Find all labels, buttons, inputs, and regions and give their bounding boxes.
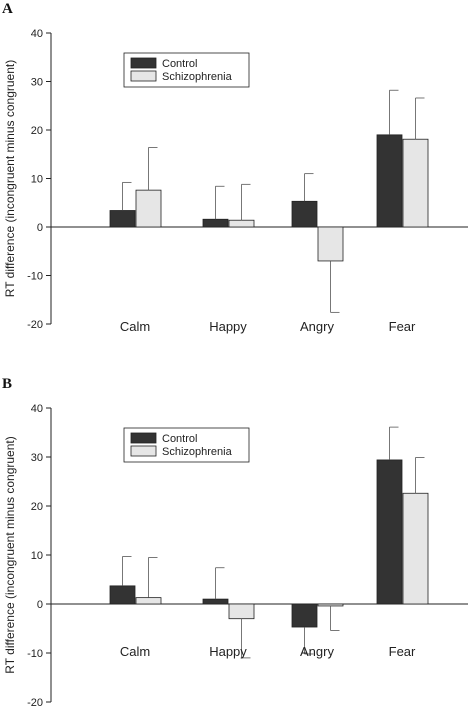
legend-label: Schizophrenia bbox=[162, 446, 233, 458]
bar-schizophrenia-calm bbox=[135, 189, 162, 228]
bar-schizophrenia-angry bbox=[317, 603, 344, 607]
bar-control-calm bbox=[109, 210, 136, 228]
legend-label: Control bbox=[162, 433, 197, 445]
category-label: Calm bbox=[120, 644, 150, 659]
y-tick-label: 0 bbox=[37, 599, 43, 611]
y-tick-label: 0 bbox=[37, 222, 43, 234]
category-label: Happy bbox=[209, 319, 247, 334]
legend-swatch bbox=[130, 432, 157, 444]
y-tick-label: 30 bbox=[31, 452, 43, 464]
legend-label: Control bbox=[162, 58, 197, 70]
y-tick-label: 10 bbox=[31, 174, 43, 186]
legend-label: Schizophrenia bbox=[162, 71, 233, 83]
y-tick-label: 20 bbox=[31, 125, 43, 137]
bar-schizophrenia-happy bbox=[228, 219, 255, 228]
bar-control-fear bbox=[376, 134, 403, 228]
legend-swatch bbox=[130, 57, 157, 69]
chart-panel-A: A -20 -10 0 10 20 30 40 RT difference (incongrue… bbox=[2, 1, 468, 334]
chart-panel-B: B -20 -10 0 10 20 30 40 RT difference (incongrue… bbox=[2, 376, 468, 709]
bar-schizophrenia-fear bbox=[402, 138, 429, 228]
bar-control-angry bbox=[291, 603, 318, 628]
category-label: Fear bbox=[389, 644, 416, 659]
category-label: Angry bbox=[300, 319, 334, 334]
y-tick-label: -10 bbox=[27, 648, 43, 660]
bar-control-happy bbox=[202, 598, 229, 605]
y-tick-label: -20 bbox=[27, 697, 43, 709]
category-label: Calm bbox=[120, 319, 150, 334]
category-label: Happy bbox=[209, 644, 247, 659]
y-tick-label: 10 bbox=[31, 550, 43, 562]
bar-control-calm bbox=[109, 585, 136, 605]
y-tick-label: -20 bbox=[27, 319, 43, 331]
legend-swatch bbox=[130, 70, 157, 82]
bar-control-angry bbox=[291, 200, 318, 228]
category-label: Fear bbox=[389, 319, 416, 334]
y-axis-label: RT difference (incongruent minus congrue… bbox=[3, 60, 17, 297]
y-tick-label: 30 bbox=[31, 77, 43, 89]
y-tick-label: 40 bbox=[31, 28, 43, 40]
bar-schizophrenia-happy bbox=[228, 603, 255, 620]
y-axis-label: RT difference (incongruent minus congrue… bbox=[3, 436, 17, 673]
bar-control-happy bbox=[202, 218, 229, 228]
y-tick-label: -10 bbox=[27, 271, 43, 283]
bar-schizophrenia-calm bbox=[135, 597, 162, 605]
category-label: Angry bbox=[300, 644, 334, 659]
y-tick-label: 40 bbox=[31, 403, 43, 415]
bar-schizophrenia-fear bbox=[402, 492, 429, 605]
bar-schizophrenia-angry bbox=[317, 226, 344, 262]
panel-label: B bbox=[2, 376, 12, 392]
y-tick-label: 20 bbox=[31, 501, 43, 513]
bar-control-fear bbox=[376, 459, 403, 605]
legend-swatch bbox=[130, 445, 157, 457]
panel-label: A bbox=[2, 1, 13, 17]
